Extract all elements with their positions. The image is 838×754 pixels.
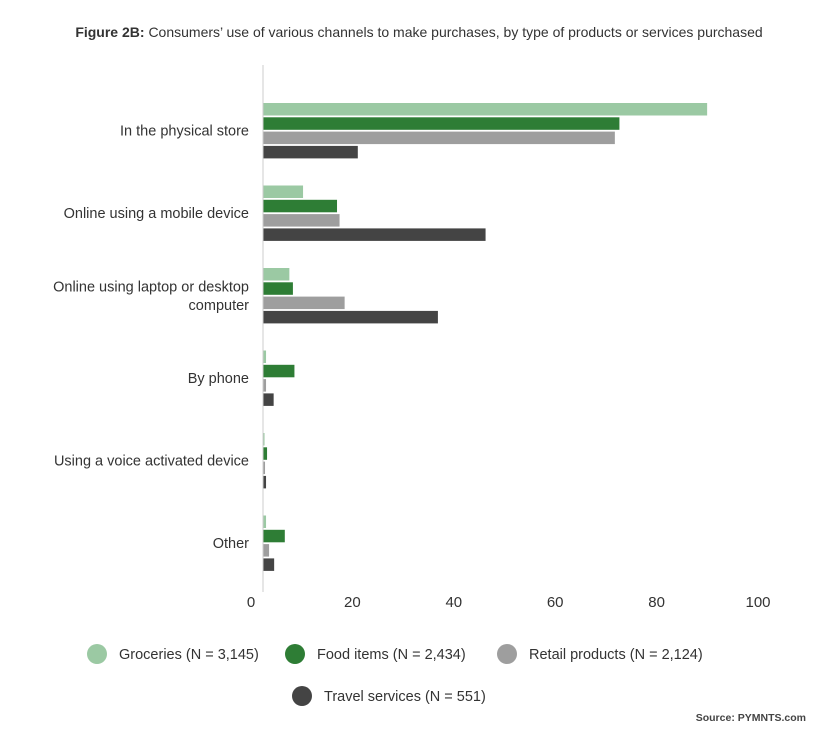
category-label: By phone <box>188 371 249 387</box>
bar-4-3 <box>263 379 267 392</box>
bar-2-1 <box>263 185 304 198</box>
bar-2-2 <box>263 199 338 213</box>
bar-1-2 <box>263 117 620 130</box>
category-label: Using a voice activated device <box>54 454 249 470</box>
bar-3-1 <box>263 268 290 281</box>
figure-number: Figure 2B: <box>75 24 145 40</box>
category-labels: In the physical store Online using a mobi… <box>53 124 249 553</box>
bar-4-2 <box>263 364 295 378</box>
bar-1-3 <box>263 131 615 145</box>
category-label: Other <box>213 536 249 552</box>
bar-6-2 <box>263 529 285 543</box>
bar-5-3 <box>263 461 266 475</box>
legend-swatch <box>285 644 305 664</box>
x-tick-label: 0 <box>247 594 255 611</box>
category-label: Online using laptop or desktop computer <box>53 279 249 314</box>
bar-6-3 <box>263 544 270 557</box>
bar-2-3 <box>263 214 340 227</box>
legend-label: Retail products (N = 2,124) <box>529 647 703 663</box>
source-note: Source: PYMNTS.com <box>695 712 806 724</box>
legend-swatch <box>292 686 312 706</box>
bar-1-1 <box>263 103 708 116</box>
legend-swatch <box>497 644 517 664</box>
legend-label: Food items (N = 2,434) <box>317 647 466 663</box>
x-tick-label: 60 <box>547 594 564 611</box>
legend-label: Groceries (N = 3,145) <box>119 647 259 663</box>
bars-layer <box>263 103 708 571</box>
category-label: In the physical store <box>120 124 249 140</box>
bar-5-1 <box>263 433 265 446</box>
x-tick-label: 100 <box>745 594 770 611</box>
bar-5-2 <box>263 447 268 460</box>
bar-3-4 <box>263 310 438 324</box>
legend-label: Travel services (N = 551) <box>324 689 486 705</box>
chart-title: Figure 2B: Consumers’ use of various cha… <box>0 24 838 40</box>
bar-6-4 <box>263 558 275 571</box>
x-axis-ticks: 0 20 40 60 80 100 <box>247 594 771 611</box>
category-label: Online using a mobile device <box>64 206 249 222</box>
bar-4-1 <box>263 350 267 363</box>
bar-2-4 <box>263 228 486 241</box>
bar-5-4 <box>263 475 267 489</box>
bar-6-1 <box>263 515 267 528</box>
bar-3-2 <box>263 282 293 295</box>
legend-swatch <box>87 644 107 664</box>
x-tick-label: 20 <box>344 594 361 611</box>
x-tick-label: 40 <box>445 594 462 611</box>
bar-3-3 <box>263 296 345 310</box>
figure-caption: Consumers’ use of various channels to ma… <box>148 24 763 40</box>
legend: Groceries (N = 3,145) Food items (N = 2,4… <box>87 644 703 706</box>
bar-4-4 <box>263 393 274 406</box>
bar-1-4 <box>263 145 358 159</box>
x-tick-label: 80 <box>648 594 665 611</box>
